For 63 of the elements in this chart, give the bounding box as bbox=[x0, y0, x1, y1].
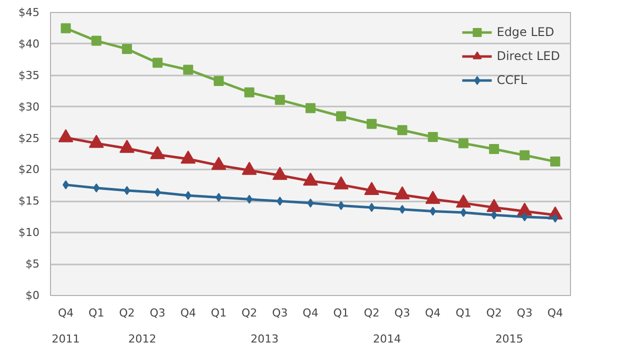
point bbox=[122, 44, 132, 54]
y-tick-label: $30 bbox=[18, 100, 40, 114]
point bbox=[124, 186, 130, 195]
point bbox=[428, 132, 438, 142]
point bbox=[430, 206, 436, 216]
text: 2015 bbox=[495, 332, 524, 346]
point bbox=[550, 156, 560, 167]
text: 2011 bbox=[52, 332, 80, 346]
point bbox=[336, 111, 346, 122]
point bbox=[306, 103, 316, 114]
point bbox=[338, 201, 344, 210]
point bbox=[152, 58, 163, 68]
point bbox=[489, 144, 500, 154]
y-tick-label: $45 bbox=[18, 6, 40, 19]
x-tick-label: Q1 bbox=[333, 306, 349, 320]
point bbox=[460, 208, 467, 217]
x-tick-label: Q1 bbox=[456, 306, 472, 320]
point bbox=[154, 188, 161, 197]
y-tick-label: $40 bbox=[18, 37, 40, 50]
point bbox=[60, 23, 71, 34]
point bbox=[91, 36, 102, 46]
point bbox=[490, 210, 498, 220]
point bbox=[458, 138, 468, 148]
y-tick-label: $5 bbox=[26, 258, 40, 271]
legend-label: Direct LED bbox=[496, 49, 560, 63]
point bbox=[244, 87, 254, 98]
y-tick-label: $35 bbox=[18, 68, 40, 82]
x-tick-label: Q2 bbox=[364, 306, 380, 320]
x-tick-label: Q3 bbox=[394, 306, 410, 320]
point bbox=[183, 64, 194, 75]
y-tick-label: $20 bbox=[18, 163, 40, 176]
x-tick-label: Q4 bbox=[180, 306, 196, 320]
x-tick-label: Q2 bbox=[119, 306, 135, 320]
x-tick-label: Q1 bbox=[88, 306, 104, 320]
x-tick-label: Q4 bbox=[547, 306, 564, 320]
point bbox=[274, 94, 285, 105]
point bbox=[521, 212, 528, 222]
x-tick-label: Q3 bbox=[516, 306, 532, 320]
legend-label: CCFL bbox=[496, 73, 528, 87]
point bbox=[397, 125, 408, 136]
x-tick-label: Q3 bbox=[272, 306, 288, 320]
y-tick-label: $0 bbox=[26, 289, 40, 302]
x-tick-label: Q4 bbox=[302, 306, 318, 320]
point bbox=[520, 150, 530, 160]
y-tick-label: $10 bbox=[18, 226, 40, 240]
x-tick-label: Q2 bbox=[241, 306, 258, 320]
legend-label: Edge LED bbox=[496, 25, 554, 39]
x-tick-label: Q4 bbox=[425, 306, 441, 320]
x-tick-label: Q3 bbox=[150, 306, 166, 320]
point bbox=[307, 198, 314, 208]
text: 2012 bbox=[128, 332, 156, 346]
x-tick-label: Q4 bbox=[58, 306, 74, 320]
text: 2013 bbox=[250, 332, 279, 346]
point bbox=[93, 183, 100, 192]
y-tick-label: $25 bbox=[18, 132, 40, 145]
x-tick-label: Q2 bbox=[486, 306, 502, 320]
point bbox=[276, 196, 284, 206]
text: 2014 bbox=[372, 332, 401, 346]
point bbox=[366, 118, 377, 129]
y-tick-label: $15 bbox=[18, 194, 40, 208]
point bbox=[214, 76, 224, 86]
point bbox=[184, 191, 192, 200]
x-tick-label: Q1 bbox=[210, 306, 227, 320]
